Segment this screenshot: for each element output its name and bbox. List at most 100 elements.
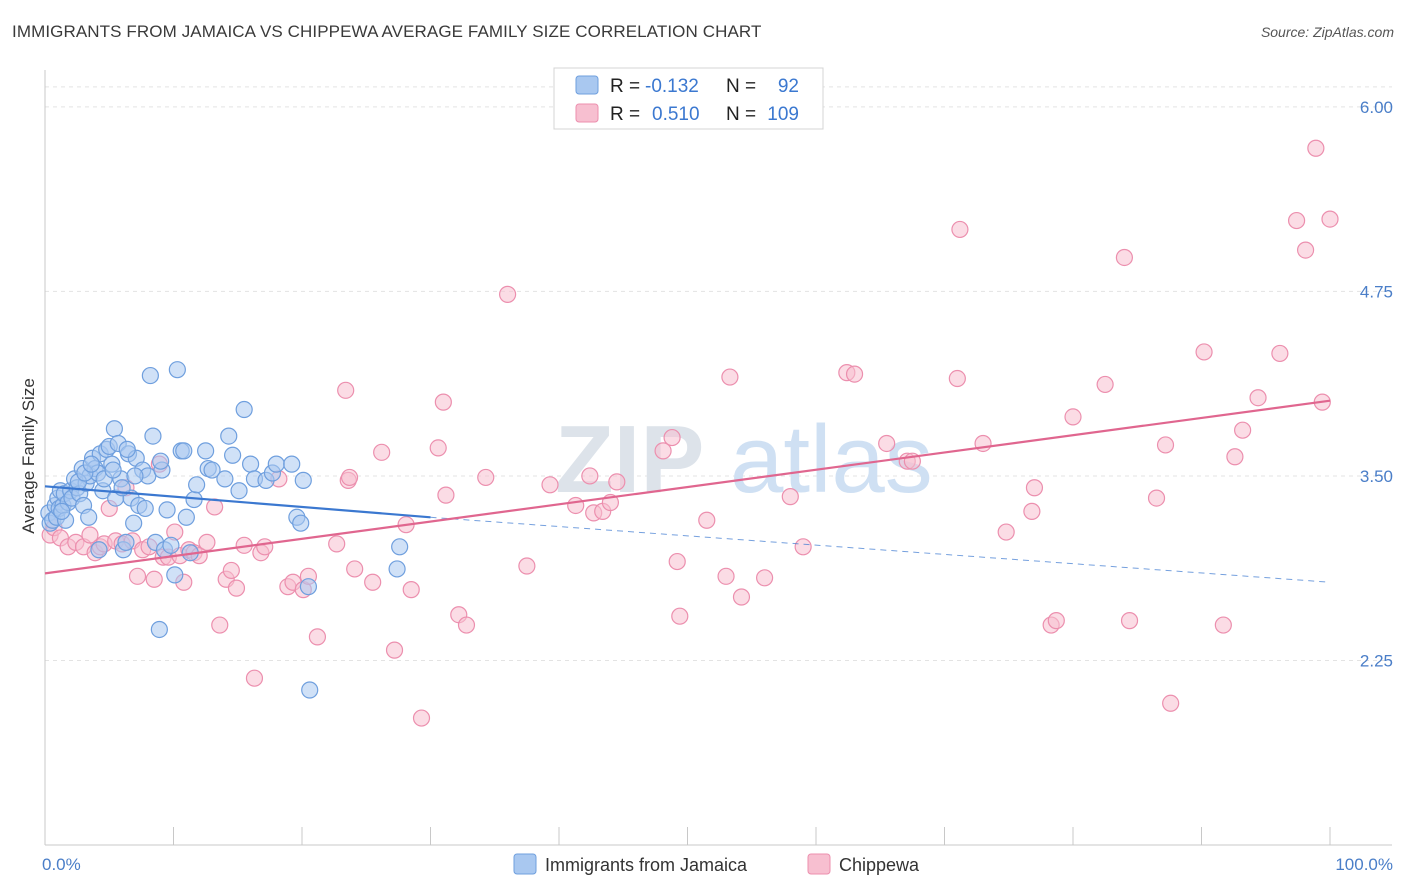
chippewa-point-51 — [385, 641, 404, 659]
chippewa-point-80 — [794, 538, 812, 556]
chippewa-point-54 — [412, 709, 431, 727]
chippewa-point-99 — [1156, 436, 1175, 454]
jamaica-point-45 — [141, 366, 159, 385]
chippewa-point-78 — [755, 569, 774, 587]
jamaica-point-85 — [82, 455, 100, 473]
chippewa-point-100 — [1162, 694, 1180, 712]
jamaica-point-73 — [283, 455, 301, 473]
chippewa-point-49 — [364, 573, 382, 591]
legend-n-value-2: 109 — [767, 104, 799, 125]
jamaica-point-53 — [166, 566, 184, 584]
jamaica-point-54 — [168, 361, 186, 379]
chippewa-point-45 — [337, 381, 355, 399]
series-legend-swatch-chippewa — [807, 853, 831, 875]
source-credit: Source: ZipAtlas.com — [1260, 24, 1394, 40]
chippewa-point-104 — [1234, 421, 1252, 439]
chippewa-point-18 — [145, 570, 163, 588]
jamaica-point-67 — [235, 400, 253, 419]
chippewa-point-32 — [222, 561, 240, 580]
y-tick-label-1: 3.50 — [1360, 467, 1393, 486]
trendlines — [44, 399, 1331, 583]
jamaica-point-20 — [80, 508, 98, 526]
chippewa-point-106 — [1271, 344, 1289, 363]
jamaica-point-75 — [292, 514, 310, 532]
chippewa-point-97 — [1120, 612, 1139, 630]
jamaica-point-90 — [152, 452, 170, 470]
legend-r-value-1: -0.132 — [645, 76, 699, 97]
chippewa-point-96 — [1115, 248, 1134, 267]
jamaica-point-31 — [105, 420, 123, 438]
chippewa-point-65 — [581, 467, 599, 485]
chippewa-point-50 — [373, 443, 391, 461]
legend-r-label-1: R = — [610, 76, 640, 97]
y-tick-label-2: 4.75 — [1360, 282, 1393, 301]
chippewa-point-56 — [434, 393, 452, 411]
jamaica-point-60 — [197, 442, 215, 460]
chippewa-point-44 — [328, 535, 346, 553]
chippewa-point-86 — [951, 220, 969, 239]
legend-r-value-2: 0.510 — [652, 104, 700, 125]
chippewa-point-72 — [668, 552, 686, 571]
chippewa-point-75 — [717, 567, 735, 585]
y-tick-label-0: 2.25 — [1360, 651, 1393, 670]
jamaica-point-62 — [203, 461, 221, 479]
y-tick-label-3: 6.00 — [1360, 98, 1393, 117]
jamaica-point-89 — [126, 467, 144, 485]
tick-labels: 2.25 3.50 4.75 6.00 0.0% 100.0% — [42, 98, 1393, 874]
jamaica-point-43 — [136, 499, 154, 518]
jamaica-point-56 — [175, 442, 193, 460]
jamaica-point-57 — [177, 508, 195, 526]
chippewa-point-90 — [1025, 479, 1044, 497]
jamaica-point-79 — [388, 560, 406, 578]
trendline-jamaica — [44, 485, 431, 519]
chippewa-point-83 — [878, 434, 896, 453]
legend-box — [553, 67, 824, 130]
chippewa-point-82 — [845, 365, 864, 383]
jamaica-point-52 — [162, 536, 180, 554]
series-legend: Immigrants from Jamaica Chippewa — [513, 853, 920, 875]
jamaica-point-68 — [242, 455, 260, 473]
chippewa-point-94 — [1064, 408, 1082, 426]
jamaica-point-36 — [117, 533, 135, 551]
chippewa-point-60 — [477, 468, 495, 487]
chippewa-point-71 — [663, 428, 681, 447]
chippewa-point-62 — [518, 557, 536, 575]
jamaica-point-78 — [301, 681, 319, 699]
jamaica-point-88 — [118, 440, 136, 458]
x-tick-label-1: 100.0% — [1335, 855, 1393, 874]
trendline-chippewa — [44, 399, 1331, 575]
legend-swatch-jamaica — [575, 75, 599, 95]
chippewa-point-77 — [732, 588, 751, 606]
jamaica-point-46 — [144, 427, 162, 445]
correlation-legend: R = -0.132 N = 92 R = 0.510 N = 109 — [553, 67, 824, 130]
series-legend-label-chippewa: Chippewa — [839, 855, 920, 875]
chippewa-point-35 — [245, 669, 264, 687]
series-jamaica-points — [40, 361, 409, 699]
chippewa-point-110 — [1321, 210, 1339, 228]
chippewa-point-89 — [997, 523, 1015, 541]
legend-n-value-1: 92 — [778, 76, 799, 97]
chippewa-point-87 — [948, 369, 966, 388]
watermark-zip: ZIP — [555, 406, 704, 513]
jamaica-point-65 — [224, 446, 242, 464]
chippewa-point-95 — [1096, 375, 1114, 394]
chippewa-point-73 — [671, 607, 689, 625]
chippewa-point-98 — [1147, 489, 1166, 507]
chart-title: IMMIGRANTS FROM JAMAICA VS CHIPPEWA AVER… — [12, 22, 762, 41]
legend-swatch-chippewa — [575, 103, 599, 123]
chippewa-point-105 — [1249, 389, 1267, 407]
chippewa-point-48 — [346, 560, 364, 578]
jamaica-point-81 — [90, 541, 108, 559]
jamaica-point-39 — [125, 514, 143, 532]
trendline-jamaica-extension — [430, 516, 1331, 583]
legend-r-label-2: R = — [610, 104, 640, 125]
chippewa-point-79 — [781, 488, 799, 506]
jamaica-point-72 — [267, 455, 285, 473]
chippewa-point-74 — [698, 511, 716, 529]
jamaica-point-77 — [299, 578, 318, 596]
jamaica-point-64 — [220, 427, 238, 445]
chippewa-point-61 — [499, 285, 517, 303]
series-legend-swatch-jamaica — [513, 853, 537, 875]
chippewa-point-28 — [198, 533, 216, 551]
chippewa-point-69 — [608, 473, 626, 491]
